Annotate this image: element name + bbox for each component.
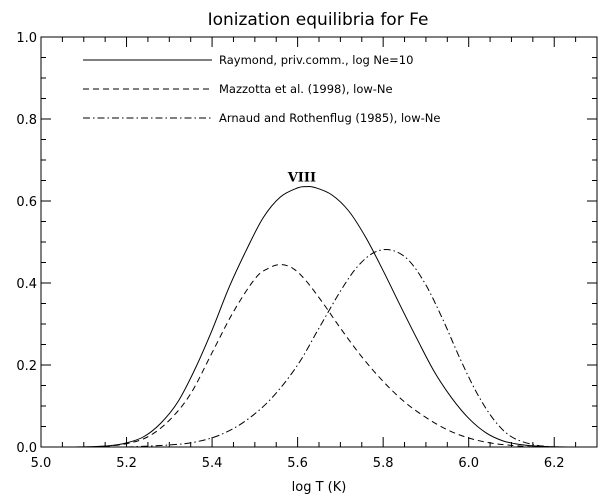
series-mazzotta-line [83,264,533,448]
legend-raymond-label: Raymond, priv.comm., log Ne=10 [219,53,413,67]
series-arnaud-line [126,249,555,448]
annotation-viii: VIII [287,170,316,185]
x-axis-label: log T (K) [292,480,347,495]
y-tick-label: 0.0 [16,441,37,456]
x-tick-label: 5.4 [202,456,223,471]
series-raymond-line [75,186,572,448]
x-tick-label: 6.2 [544,456,565,471]
legend-mazzotta-label: Mazzotta et al. (1998), low-Ne [219,82,393,96]
x-tick-label: 5.6 [287,456,308,471]
chart-title: Ionization equilibria for Fe [208,10,429,30]
x-tick-label: 5.0 [31,456,52,471]
legend-arnaud-label: Arnaud and Rothenflug (1985), low-Ne [219,111,440,125]
legend: Raymond, priv.comm., log Ne=10 Mazzotta e… [83,53,440,125]
plot-frame [40,36,598,448]
y-tick-label: 0.4 [16,277,37,292]
y-tick-label: 1.0 [16,31,37,46]
axis-ticks: 5.0 5.2 5.4 5.6 5.8 6.0 6.2 0.0 0.2 0.4 0.6 0.8 1.0 [16,31,598,471]
y-tick-label: 0.8 [16,113,37,128]
y-tick-label: 0.2 [16,359,37,374]
series-lines [75,186,572,448]
x-tick-label: 5.2 [116,456,137,471]
y-tick-label: 0.6 [16,195,37,210]
x-tick-label: 5.8 [373,456,394,471]
x-tick-label: 6.0 [458,456,479,471]
